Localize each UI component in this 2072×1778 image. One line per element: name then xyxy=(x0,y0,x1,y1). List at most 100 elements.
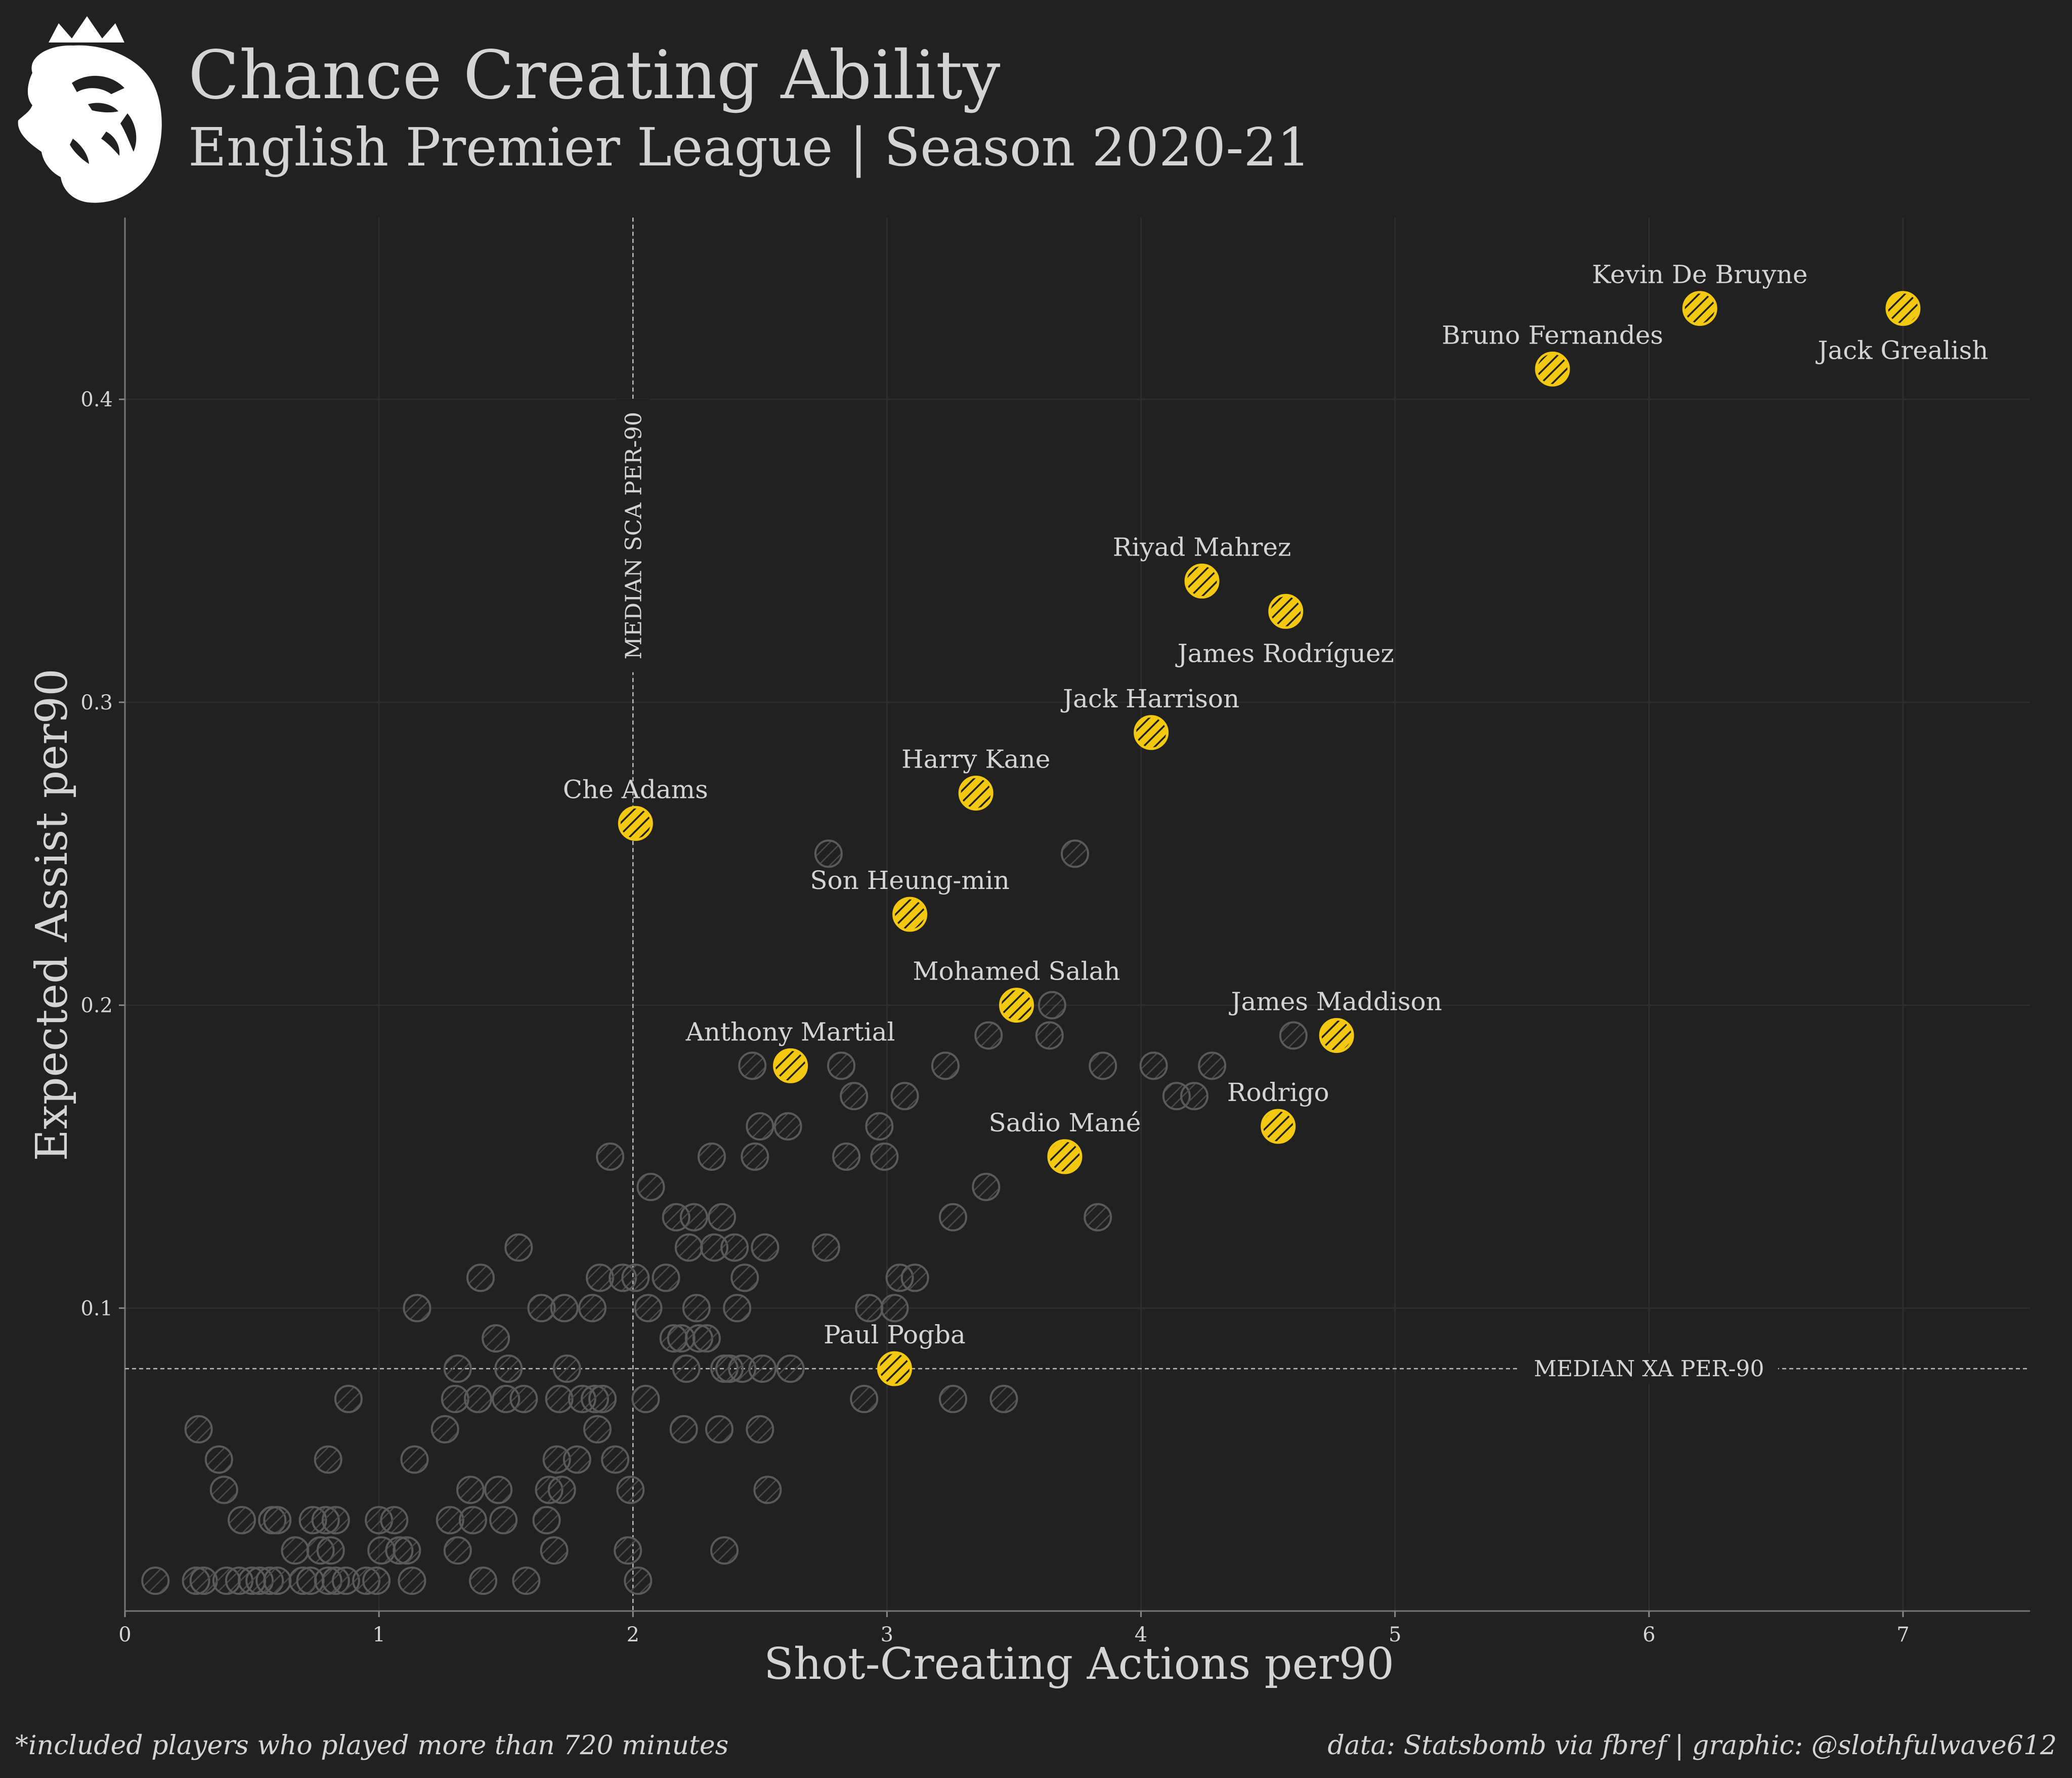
other-player-point xyxy=(601,1445,630,1474)
highlighted-player-point xyxy=(773,1048,808,1083)
other-player-point xyxy=(469,1567,498,1595)
other-player-point xyxy=(708,1203,737,1232)
highlighted-player-point xyxy=(1184,563,1220,599)
other-player-point xyxy=(1084,1203,1112,1232)
other-player-point xyxy=(616,1475,645,1504)
other-player-point xyxy=(672,1354,701,1383)
x-tick-label: 2 xyxy=(627,1623,639,1646)
other-player-point xyxy=(614,1536,642,1565)
other-player-point xyxy=(697,1142,726,1171)
chart-subtitle: English Premier League | Season 2020-21 xyxy=(188,116,1311,178)
other-player-point xyxy=(850,1384,879,1413)
player-label: Bruno Fernandes xyxy=(1442,320,1663,350)
player-label: Che Adams xyxy=(563,775,708,804)
highlighted-player-point xyxy=(958,776,994,811)
other-player-point xyxy=(776,1354,805,1383)
x-tick-label: 4 xyxy=(1135,1623,1147,1646)
other-player-point xyxy=(466,1263,495,1292)
highlighted-player-point xyxy=(1682,291,1717,326)
premier-league-lion-icon xyxy=(18,16,162,203)
other-player-point xyxy=(321,1506,350,1535)
player-label: Harry Kane xyxy=(901,745,1050,774)
x-tick-label: 3 xyxy=(881,1623,893,1646)
other-player-point xyxy=(563,1445,591,1474)
other-player-point xyxy=(634,1294,663,1323)
other-player-point xyxy=(1035,1021,1064,1050)
other-player-point xyxy=(865,1112,894,1141)
other-player-point xyxy=(443,1536,472,1565)
median-sca-label-bg xyxy=(616,399,651,672)
other-player-point xyxy=(972,1172,1001,1201)
player-label: Jack Harrison xyxy=(1060,684,1239,713)
other-player-point xyxy=(403,1294,431,1323)
other-player-point xyxy=(870,1142,899,1171)
other-player-point xyxy=(636,1172,665,1201)
other-player-point xyxy=(578,1294,607,1323)
other-player-point xyxy=(512,1567,541,1595)
other-player-point xyxy=(720,1233,749,1262)
other-player-point xyxy=(494,1354,523,1383)
other-player-point xyxy=(880,1294,909,1323)
player-label: Kevin De Bruyne xyxy=(1592,260,1807,289)
other-player-point xyxy=(705,1415,733,1444)
other-player-point xyxy=(263,1567,292,1595)
other-player-point xyxy=(458,1506,487,1535)
other-player-point xyxy=(938,1203,967,1232)
y-tick-label: 0.1 xyxy=(80,1297,113,1320)
player-label: Anthony Martial xyxy=(685,1017,895,1046)
credit: data: Statsbomb via fbref | graphic: @sl… xyxy=(1327,1730,2057,1761)
other-player-point xyxy=(540,1536,569,1565)
other-player-point xyxy=(900,1263,929,1292)
other-player-point xyxy=(730,1263,759,1292)
footnote: *included players who played more than 7… xyxy=(15,1730,729,1761)
x-axis-label: Shot-Creating Actions per90 xyxy=(764,1639,1394,1689)
other-player-point xyxy=(443,1354,472,1383)
other-player-point xyxy=(679,1203,708,1232)
other-player-point xyxy=(738,1051,767,1080)
other-player-point xyxy=(1089,1051,1117,1080)
other-player-point xyxy=(773,1112,802,1141)
other-player-point xyxy=(827,1051,856,1080)
other-player-point xyxy=(832,1142,861,1171)
other-player-point xyxy=(484,1475,513,1504)
y-tick-label: 0.4 xyxy=(80,388,113,411)
axes: 0 1 2 3 4 5 6 7 0.1 0.2 0.3 0.4 xyxy=(80,218,2030,1646)
other-player-point xyxy=(547,1475,576,1504)
other-player-point xyxy=(682,1294,711,1323)
other-player-point xyxy=(1180,1082,1208,1111)
highlighted-players: Kevin De Bruyne Jack Grealish Bruno Fernan… xyxy=(563,260,1989,1386)
other-player-point xyxy=(652,1263,680,1292)
other-player-point xyxy=(811,1233,840,1262)
other-player-point xyxy=(430,1415,459,1444)
other-player-point xyxy=(316,1536,345,1565)
other-player-point xyxy=(748,1354,777,1383)
x-tick-label: 6 xyxy=(1643,1623,1655,1646)
other-player-point xyxy=(814,839,843,868)
other-player-point xyxy=(746,1112,774,1141)
chart-title: Chance Creating Ability xyxy=(188,36,1001,114)
other-player-point xyxy=(400,1445,429,1474)
other-player-point xyxy=(989,1384,1018,1413)
other-player-point xyxy=(588,1384,617,1413)
highlighted-player-point xyxy=(1885,291,1921,326)
other-player-point xyxy=(227,1506,256,1535)
other-player-point xyxy=(263,1506,292,1535)
grid-lines xyxy=(124,218,2030,1611)
other-player-point xyxy=(362,1567,391,1595)
other-player-point xyxy=(532,1506,561,1535)
player-label: James Rodríguez xyxy=(1175,639,1394,668)
median-xa-label-bg xyxy=(1520,1353,1778,1384)
median-xa-label: MEDIAN XA PER-90 xyxy=(1534,1356,1764,1382)
other-players xyxy=(141,839,1308,1595)
highlighted-player-point xyxy=(1261,1109,1296,1144)
highlighted-player-point xyxy=(1134,715,1169,750)
other-player-point xyxy=(692,1324,721,1353)
other-player-point xyxy=(1060,839,1089,868)
other-player-point xyxy=(1279,1021,1308,1050)
other-player-point xyxy=(710,1536,739,1565)
other-player-point xyxy=(456,1475,485,1504)
other-player-point xyxy=(631,1384,660,1413)
player-label: Riyad Mahrez xyxy=(1113,532,1291,562)
player-label: Son Heung-min xyxy=(810,866,1010,895)
